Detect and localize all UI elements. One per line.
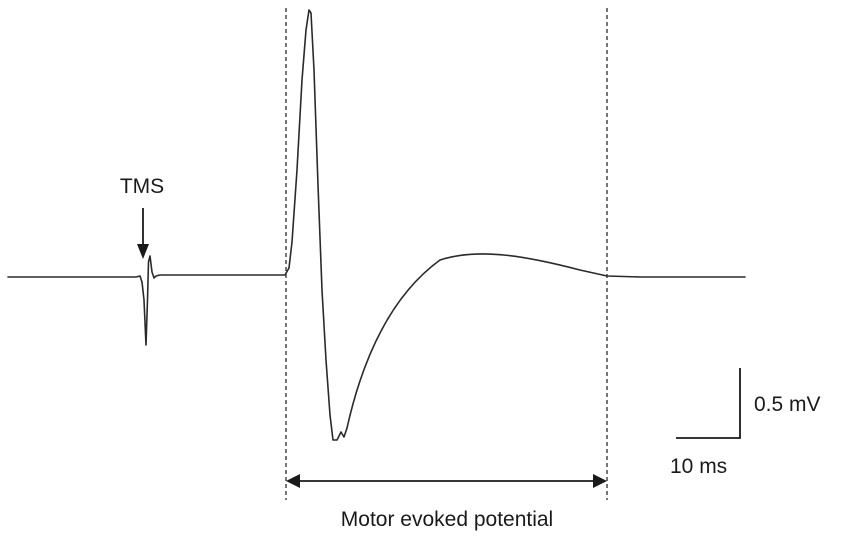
time-scale-label: 10 ms [670, 455, 727, 478]
mep-span-arrow-right-head [593, 474, 607, 488]
tms-arrow-head [137, 244, 149, 259]
emg-trace [7, 9, 746, 441]
mep-span-arrow-left-head [286, 474, 300, 488]
amplitude-scale-label: 0.5 mV [754, 393, 821, 416]
mep-label: Motor evoked potential [341, 508, 553, 531]
scale-bar [676, 368, 741, 439]
tms-label: TMS [120, 175, 164, 198]
